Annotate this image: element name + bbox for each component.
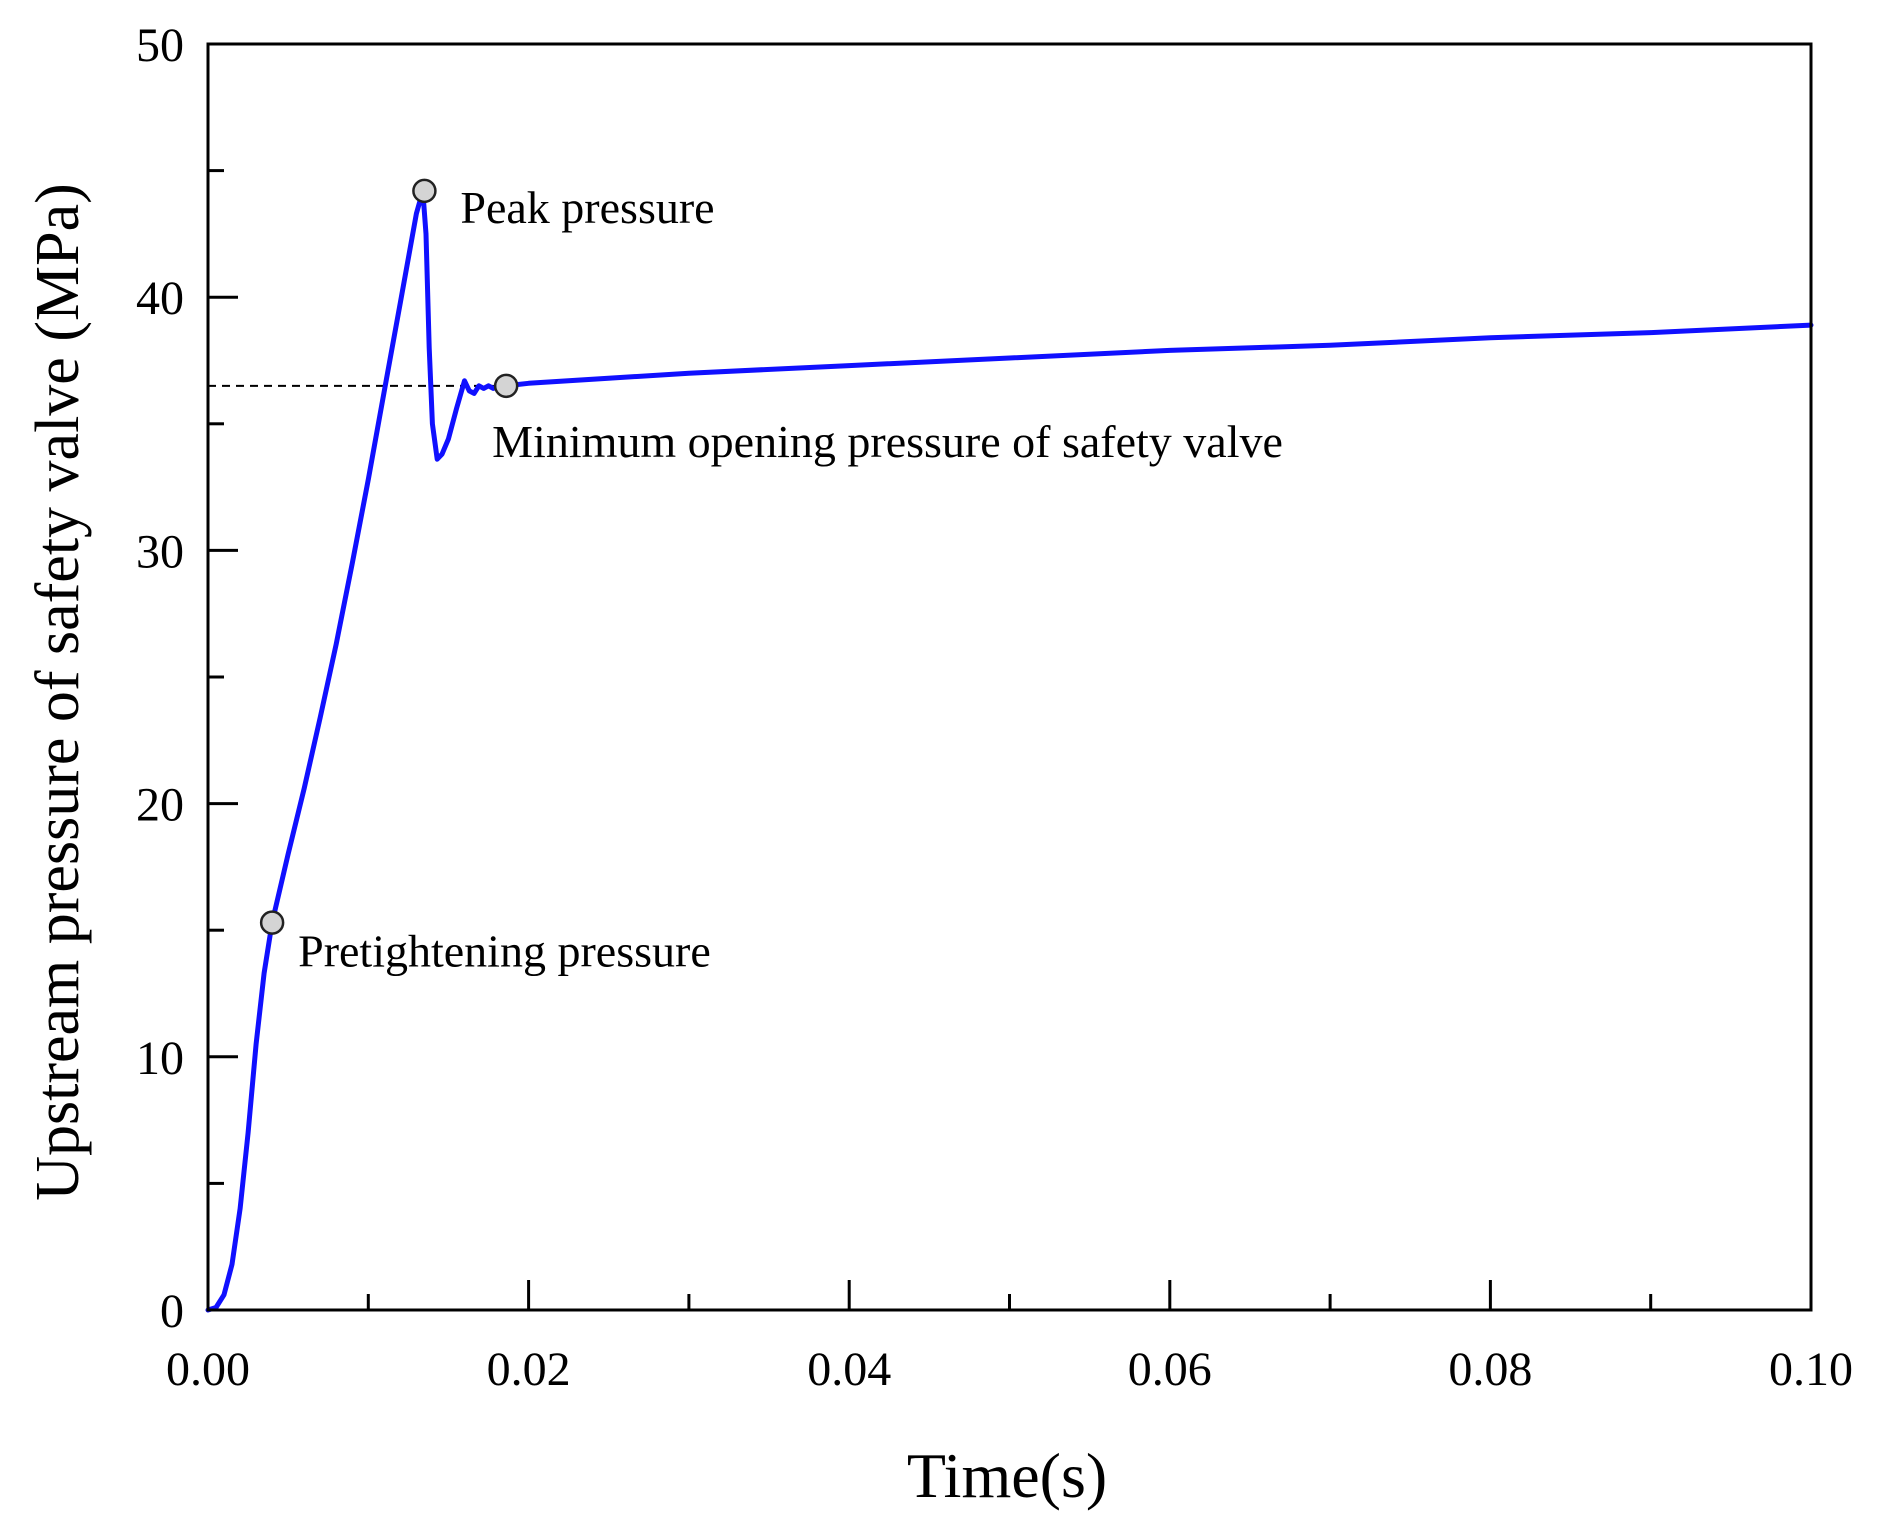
x-tick-label: 0.10	[1769, 1343, 1853, 1396]
annotation-layer: Peak pressure Minimum opening pressure of…	[298, 182, 1283, 977]
series-line-upstream-pressure	[205, 188, 1814, 1313]
pretightening-pressure-marker	[259, 910, 285, 935]
y-tick-labels: 0 10 20 30 40 50	[136, 19, 184, 1338]
y-tick-label: 20	[136, 779, 184, 832]
y-tick-label: 30	[136, 525, 184, 578]
x-tick-label: 0.04	[807, 1343, 891, 1396]
series-layer	[205, 188, 1814, 1313]
minimum-opening-pressure-marker	[493, 373, 519, 399]
x-axis-title: Time(s)	[907, 1440, 1107, 1511]
peak-pressure-marker	[412, 178, 437, 204]
annotation-label: Peak pressure	[460, 182, 714, 233]
annotation-label: Minimum opening pressure of safety valve	[492, 416, 1283, 467]
x-tick-label: 0.00	[166, 1343, 250, 1396]
y-axis-title: Upstream pressure of safety valve (MPa)	[24, 183, 92, 1201]
major-ticks	[206, 42, 1813, 1312]
y-tick-label: 0	[160, 1285, 184, 1338]
y-tick-label: 40	[136, 272, 184, 325]
x-tick-label: 0.02	[487, 1343, 571, 1396]
marker-layer	[259, 178, 519, 935]
x-tick-labels: 0.00 0.02 0.04 0.06 0.08 0.10	[166, 1343, 1853, 1396]
annotation-label: Pretightening pressure	[298, 926, 711, 977]
y-tick-label: 50	[136, 19, 184, 72]
x-tick-label: 0.06	[1128, 1343, 1212, 1396]
minor-ticks	[208, 169, 1653, 1310]
plot-frame	[206, 42, 1813, 1312]
y-tick-label: 10	[136, 1032, 184, 1085]
x-tick-label: 0.08	[1448, 1343, 1532, 1396]
